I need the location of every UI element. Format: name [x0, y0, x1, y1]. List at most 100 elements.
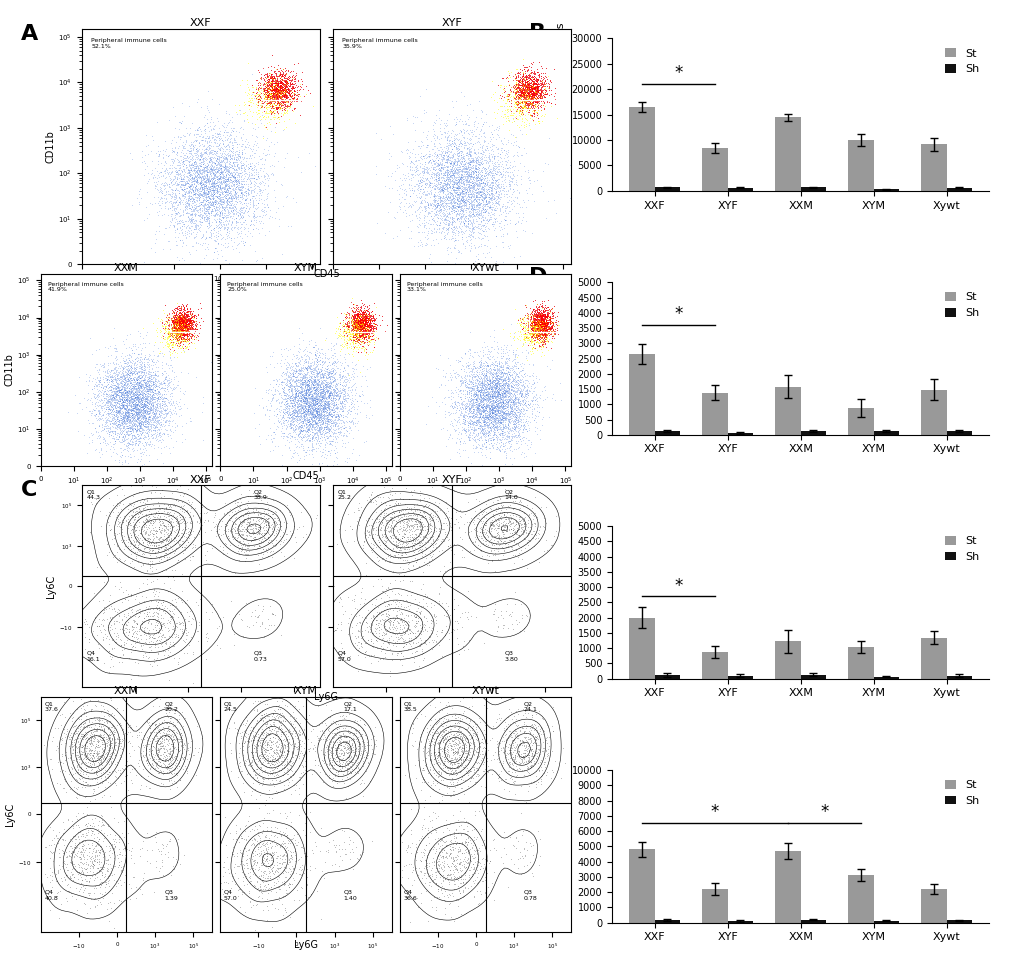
- Point: [538, 330, 554, 345]
- Point: [144, 735, 160, 751]
- Point: [278, 391, 294, 407]
- Point: [537, 314, 553, 330]
- Point: [511, 73, 527, 88]
- Point: [522, 93, 538, 109]
- Point: [505, 401, 522, 416]
- Point: [158, 391, 174, 407]
- Point: [424, 729, 440, 745]
- Point: [347, 320, 364, 335]
- Point: [301, 390, 317, 406]
- Point: [347, 333, 364, 349]
- Point: [183, 320, 200, 335]
- Point: [387, 607, 404, 623]
- Point: [484, 400, 500, 415]
- Point: [160, 737, 176, 752]
- Point: [489, 440, 505, 456]
- Point: [182, 550, 199, 565]
- Point: [268, 83, 284, 98]
- Point: [506, 381, 523, 396]
- Point: [119, 328, 136, 343]
- Point: [273, 739, 289, 754]
- Point: [151, 737, 167, 752]
- Point: [524, 71, 540, 86]
- Point: [345, 328, 362, 343]
- Point: [106, 390, 122, 406]
- Point: [167, 315, 183, 331]
- Point: [538, 307, 554, 322]
- Point: [344, 321, 361, 336]
- Point: [353, 315, 369, 331]
- Point: [473, 375, 489, 390]
- Point: [172, 318, 189, 333]
- Point: [281, 77, 298, 92]
- Point: [127, 642, 144, 657]
- Point: [412, 88, 428, 104]
- Point: [480, 182, 496, 197]
- Point: [504, 92, 521, 108]
- Point: [348, 325, 365, 340]
- Point: [426, 221, 442, 236]
- Point: [307, 415, 323, 431]
- Point: [533, 99, 549, 114]
- Point: [482, 361, 498, 377]
- Point: [433, 766, 449, 781]
- Point: [439, 191, 455, 207]
- Point: [175, 328, 192, 343]
- Point: [228, 168, 245, 184]
- Point: [283, 83, 300, 98]
- Point: [360, 310, 376, 326]
- Point: [499, 373, 516, 388]
- Point: [501, 168, 518, 184]
- Point: [180, 192, 197, 208]
- Point: [178, 226, 195, 241]
- Point: [471, 414, 487, 430]
- Point: [350, 307, 366, 322]
- Point: [118, 368, 135, 383]
- Point: [532, 97, 548, 112]
- Point: [536, 322, 552, 337]
- Point: [264, 91, 280, 107]
- Point: [186, 215, 203, 231]
- Point: [455, 198, 472, 213]
- Point: [524, 389, 540, 405]
- Point: [353, 306, 369, 321]
- Point: [318, 732, 334, 748]
- Point: [209, 197, 225, 212]
- Point: [120, 412, 137, 428]
- Point: [515, 78, 531, 93]
- Point: [450, 181, 467, 196]
- Point: [261, 80, 277, 95]
- Point: [530, 314, 546, 330]
- Point: [132, 769, 149, 784]
- Point: [516, 86, 532, 102]
- Point: [519, 87, 535, 103]
- Point: [260, 752, 276, 768]
- Point: [484, 117, 500, 133]
- Point: [130, 398, 147, 413]
- Point: [458, 158, 474, 173]
- Point: [476, 426, 492, 441]
- Point: [202, 187, 218, 203]
- Point: [147, 401, 163, 416]
- Point: [490, 414, 506, 430]
- Point: [321, 422, 337, 437]
- Point: [263, 755, 279, 771]
- Point: [502, 94, 519, 110]
- Point: [281, 505, 298, 520]
- Point: [166, 762, 182, 777]
- Point: [288, 67, 305, 83]
- Point: [173, 323, 190, 338]
- Point: [201, 185, 217, 201]
- Point: [490, 402, 506, 417]
- Point: [479, 362, 495, 378]
- Point: [266, 86, 282, 102]
- Point: [493, 386, 510, 402]
- Point: [417, 190, 433, 206]
- Point: [157, 522, 173, 537]
- Point: [219, 522, 235, 537]
- Point: [138, 365, 154, 381]
- Point: [287, 402, 304, 417]
- Point: [447, 204, 464, 219]
- Point: [430, 190, 446, 206]
- Point: [183, 205, 200, 220]
